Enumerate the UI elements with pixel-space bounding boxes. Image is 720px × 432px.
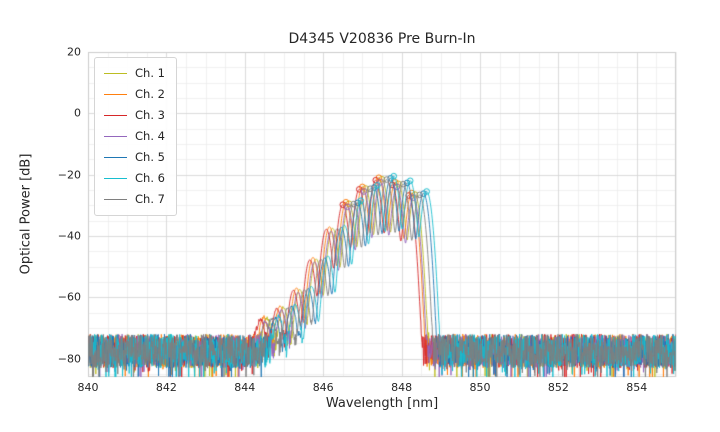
legend-line-swatch <box>104 136 127 137</box>
legend-line-swatch <box>104 73 127 74</box>
y-tick-label: −60 <box>57 290 81 304</box>
x-tick-label: 850 <box>469 381 491 394</box>
legend: Ch. 1 Ch. 2 Ch. 3 Ch. 4 Ch. 5 Ch. 6 Ch. 7 <box>94 57 177 216</box>
x-tick-label: 846 <box>312 381 334 394</box>
y-tick-label: 20 <box>67 45 81 59</box>
y-tick-label: 0 <box>74 106 81 120</box>
legend-label: Ch. 7 <box>135 192 165 206</box>
legend-label: Ch. 4 <box>135 129 165 143</box>
x-tick-label: 844 <box>234 381 256 394</box>
x-tick-label: 842 <box>155 381 177 394</box>
legend-label: Ch. 1 <box>135 66 165 80</box>
legend-item: Ch. 5 <box>104 147 165 168</box>
legend-item: Ch. 2 <box>104 84 165 105</box>
x-axis-label: Wavelength [nm] <box>325 396 439 411</box>
legend-label: Ch. 2 <box>135 87 165 101</box>
x-tick-label: 854 <box>626 381 648 394</box>
x-tick-label: 840 <box>77 381 99 394</box>
y-axis-label: Optical Power [dB] <box>18 153 34 275</box>
legend-line-swatch <box>104 199 127 200</box>
legend-label: Ch. 6 <box>135 171 165 185</box>
legend-line-swatch <box>104 178 127 179</box>
legend-line-swatch <box>104 115 127 116</box>
x-tick-label: 852 <box>547 381 569 394</box>
y-tick-label: −40 <box>57 229 81 243</box>
legend-line-swatch <box>104 157 127 158</box>
legend-line-swatch <box>104 94 127 95</box>
legend-item: Ch. 6 <box>104 168 165 189</box>
legend-label: Ch. 3 <box>135 108 165 122</box>
x-tick-label: 848 <box>391 381 413 394</box>
legend-item: Ch. 4 <box>104 126 165 147</box>
legend-item: Ch. 3 <box>104 105 165 126</box>
y-tick-label: −20 <box>57 168 81 182</box>
chart-title: D4345 V20836 Pre Burn-In <box>288 31 476 47</box>
legend-item: Ch. 1 <box>104 63 165 84</box>
legend-item: Ch. 7 <box>104 189 165 210</box>
y-tick-label: −80 <box>57 352 81 366</box>
legend-label: Ch. 5 <box>135 150 165 164</box>
